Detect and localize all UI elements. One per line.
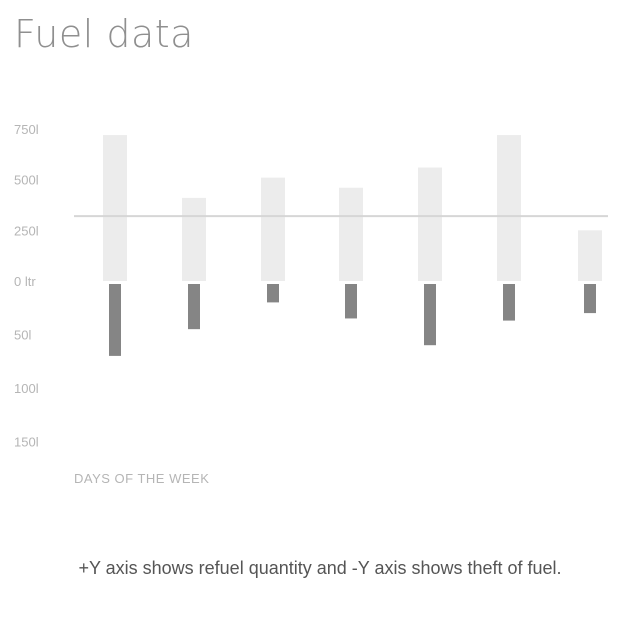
y-tick-label: 750l [14, 122, 39, 137]
chart-caption: +Y axis shows refuel quantity and -Y axi… [78, 558, 562, 578]
theft-bar [345, 284, 357, 319]
refuel-bar [103, 135, 127, 281]
refuel-bar [578, 230, 602, 281]
y-tick-label: 250l [14, 223, 39, 238]
theft-bar [188, 284, 200, 330]
y-tick-label: 500l [14, 173, 39, 188]
refuel-bar [418, 167, 442, 281]
theft-bar [424, 284, 436, 346]
y-tick-label: 50l [14, 328, 31, 343]
y-axis-ticks: 750l 500l 250l 0 ltr 50l 100l 150l [14, 122, 39, 450]
refuel-bar [261, 177, 285, 281]
theft-bar [267, 284, 279, 303]
theft-bar [503, 284, 515, 321]
y-tick-label: 150l [14, 435, 39, 450]
refuel-bar [182, 197, 206, 281]
refuel-bar [497, 135, 521, 281]
y-tick-label: 0 ltr [14, 274, 36, 289]
refuel-bar [339, 187, 363, 281]
chart-title: Fuel data [14, 12, 194, 56]
theft-bar [584, 284, 596, 314]
theft-bar [109, 284, 121, 356]
y-tick-label: 100l [14, 381, 39, 396]
x-axis-label: DAYS OF THE WEEK [74, 471, 209, 486]
bars [103, 135, 602, 356]
